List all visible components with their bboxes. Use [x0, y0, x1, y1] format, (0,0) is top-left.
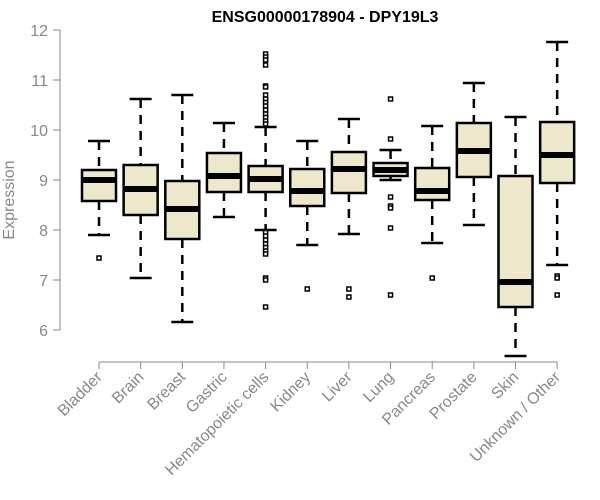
- y-axis-label: Expression: [1, 160, 18, 239]
- box-kidney: [289, 139, 326, 292]
- y-tick-label: 8: [39, 223, 48, 240]
- y-tick-label: 9: [39, 173, 48, 190]
- x-tick-label: Brain: [109, 369, 147, 407]
- outlier-point: [262, 277, 269, 283]
- box-prostate: [455, 81, 493, 227]
- boxes: [80, 40, 576, 358]
- outlier-point: [262, 62, 269, 68]
- x-tick-label: Kidney: [267, 369, 314, 416]
- box-gastric: [205, 121, 243, 219]
- y-tick-label: 7: [39, 273, 48, 290]
- outlier-point: [387, 292, 394, 298]
- outlier-point: [346, 294, 352, 300]
- outlier-point: [304, 286, 310, 292]
- chart-title: ENSG00000178904 - DPY19L3: [212, 9, 439, 26]
- outlier-point: [262, 251, 269, 257]
- iqr-box: [497, 174, 534, 309]
- y-tick-label: 11: [31, 73, 48, 90]
- outlier-point: [387, 136, 394, 142]
- outlier-point: [554, 292, 560, 298]
- box-brain: [122, 97, 159, 280]
- iqr-box: [289, 167, 326, 208]
- y-tick-label: 12: [30, 23, 48, 40]
- outlier-point: [387, 225, 394, 231]
- outlier-point: [387, 194, 394, 200]
- outlier-point: [262, 304, 269, 310]
- box-unknown-other: [538, 40, 576, 298]
- iqr-box: [413, 166, 451, 202]
- x-tick-label: Liver: [319, 368, 356, 405]
- x-tick-label: Lung: [360, 369, 397, 406]
- x-tick-label: Bladder: [55, 368, 106, 419]
- box-liver: [330, 117, 368, 300]
- outlier-point: [262, 84, 269, 90]
- outlier-point: [554, 275, 560, 281]
- outlier-point: [429, 275, 435, 281]
- x-tick-label: Breast: [144, 368, 189, 413]
- box-hematopoietic-cells: [247, 51, 284, 310]
- iqr-box: [205, 151, 243, 194]
- outlier-point: [346, 286, 352, 292]
- iqr-box: [80, 168, 118, 203]
- box-lung: [372, 96, 409, 298]
- box-pancreas: [413, 124, 451, 281]
- box-skin: [497, 115, 534, 358]
- outlier-point: [387, 205, 394, 211]
- x-tick-label: Skin: [488, 369, 522, 403]
- outlier-point: [387, 96, 394, 102]
- y-tick-label: 10: [30, 123, 48, 140]
- y-tick-label: 6: [39, 323, 48, 340]
- box-breast: [164, 93, 201, 324]
- box-bladder: [80, 139, 118, 261]
- iqr-box: [330, 150, 368, 195]
- outlier-point: [96, 255, 102, 261]
- outlier-point: [262, 121, 269, 127]
- outlier-point: [262, 57, 269, 63]
- y-axis: 6 7 8 9 10 11 12: [30, 23, 61, 340]
